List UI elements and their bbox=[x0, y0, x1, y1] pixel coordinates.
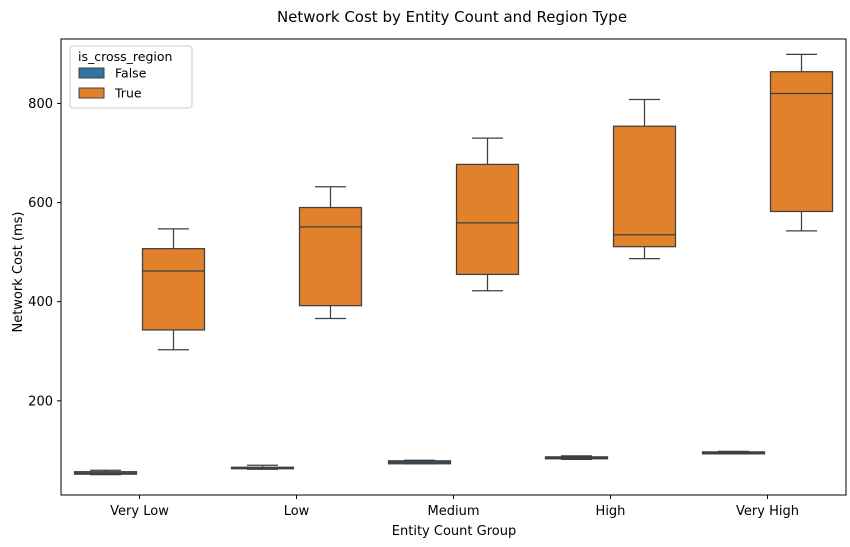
box bbox=[612, 125, 677, 248]
plot-marks bbox=[73, 53, 834, 476]
legend: is_cross_region False True bbox=[69, 45, 193, 109]
legend-entry-label: True bbox=[114, 86, 142, 101]
legend-swatch bbox=[78, 87, 105, 99]
box bbox=[298, 206, 363, 307]
axes: 200 400 600 800 Very Low Low Medium High Very Hi… bbox=[28, 38, 847, 519]
x-tick-label: Very High bbox=[736, 504, 799, 519]
x-tick-label: High bbox=[596, 504, 626, 519]
legend-entry-label: False bbox=[115, 66, 147, 81]
x-tick-label: Very Low bbox=[110, 504, 169, 519]
y-tick-label: 400 bbox=[28, 295, 53, 310]
x-axis-title: Entity Count Group bbox=[392, 524, 516, 539]
y-tick-label: 800 bbox=[28, 97, 53, 112]
chart-title: Network Cost by Entity Count and Region … bbox=[277, 8, 627, 26]
y-tick-label: 200 bbox=[28, 394, 53, 409]
x-tick-label: Medium bbox=[428, 504, 480, 519]
box bbox=[455, 163, 520, 276]
box bbox=[141, 248, 206, 331]
box bbox=[769, 71, 834, 213]
x-tick-label: Low bbox=[284, 504, 310, 519]
y-axis-title: Network Cost (ms) bbox=[11, 211, 26, 332]
legend-swatch bbox=[78, 67, 105, 79]
y-tick-label: 600 bbox=[28, 196, 53, 211]
legend-title: is_cross_region bbox=[78, 49, 172, 64]
